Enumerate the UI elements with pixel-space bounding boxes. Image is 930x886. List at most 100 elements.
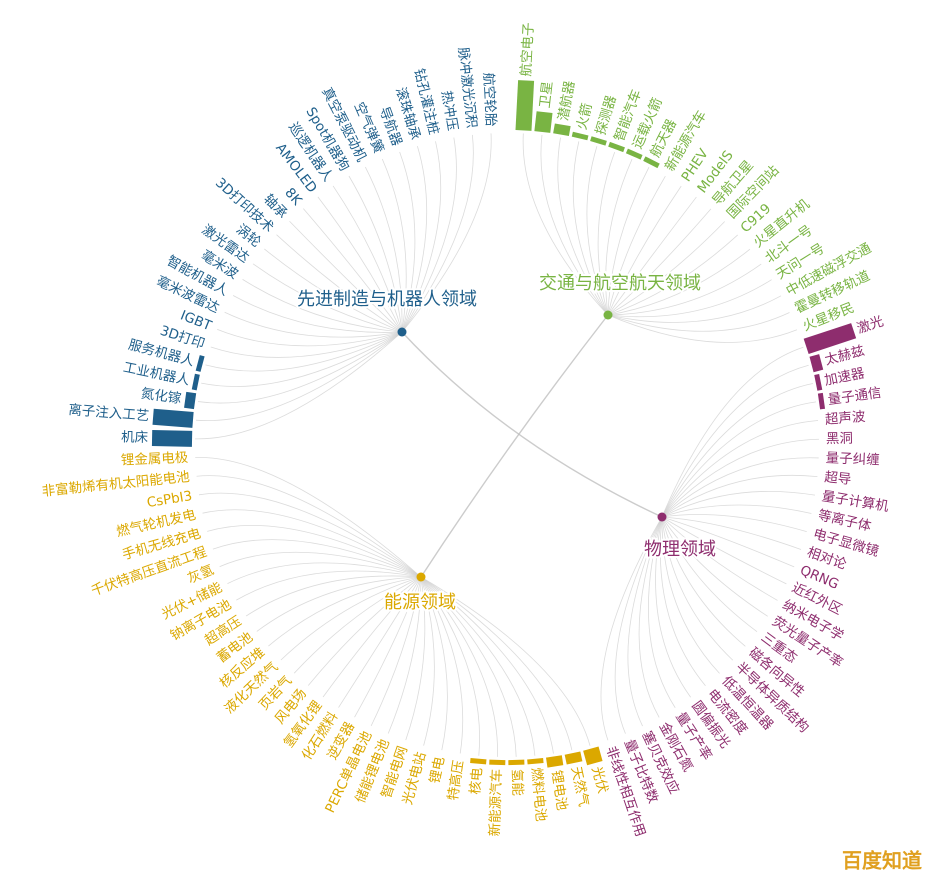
group-link (421, 315, 608, 577)
leaf-label: 量子通信 (827, 385, 883, 408)
edge (608, 197, 696, 315)
edge (318, 197, 402, 332)
bar (193, 469, 195, 485)
bar (820, 412, 821, 428)
watermark: 百度知道 (842, 849, 922, 873)
bar (415, 746, 430, 750)
bar (818, 393, 825, 410)
bar (483, 130, 499, 131)
edge (662, 402, 816, 517)
bar (807, 525, 811, 540)
bar (572, 132, 589, 141)
bar (211, 321, 217, 336)
leaf-label: 核电 (467, 767, 485, 795)
leaf-label: 火箭 (573, 101, 596, 131)
bar (202, 524, 206, 539)
bar (608, 142, 625, 152)
leaf-label: 航空轮胎 (480, 72, 499, 127)
bar (198, 506, 201, 522)
bar (445, 133, 461, 136)
group-label: 先进制造与机器人领域 (297, 289, 477, 310)
bar (397, 740, 412, 745)
group-node (398, 328, 407, 337)
leaf-label: 新能源汽车 (486, 769, 505, 837)
bar (470, 758, 486, 764)
edge (205, 332, 402, 371)
group-node (417, 573, 426, 582)
bar (196, 355, 205, 372)
bar (546, 755, 563, 767)
bar (515, 80, 534, 131)
leaf-label: 特高压 (444, 759, 467, 802)
edge (195, 457, 421, 577)
links (195, 133, 819, 756)
group-node (658, 513, 667, 522)
bar (820, 469, 822, 485)
edge (290, 221, 402, 332)
bar (452, 755, 468, 757)
leaf-label: 加速器 (823, 365, 866, 389)
bar (821, 450, 822, 466)
edge (199, 493, 421, 577)
bar (814, 374, 822, 391)
leaf-label: 氮化镓 (140, 386, 183, 408)
bar (391, 146, 406, 152)
bar (583, 747, 602, 766)
leaf-label: 热冲压 (438, 89, 461, 132)
leaf-label: 机床 (121, 429, 149, 446)
bar (590, 136, 607, 145)
edge (608, 186, 681, 315)
leaf-label: 黑洞 (826, 431, 853, 447)
bar (409, 141, 424, 146)
leaf-label: 锂电 (427, 755, 448, 785)
bar (195, 487, 198, 503)
bar (527, 758, 543, 764)
bar (192, 450, 193, 466)
leaf-label: 氢能 (509, 769, 526, 796)
bar (534, 111, 552, 133)
leaf-label: 激光 (855, 313, 886, 337)
leaf-label: 超导 (824, 469, 852, 488)
bar (184, 392, 196, 409)
bar (813, 506, 817, 522)
group-label: 能源领域 (384, 592, 456, 613)
bar (205, 338, 210, 353)
edge (201, 332, 402, 386)
group-link (402, 332, 662, 517)
leaf-label: 潜航器 (556, 79, 579, 122)
group-label: 交通与航空航天领域 (539, 273, 701, 294)
group-node (604, 311, 613, 320)
leaf-label: 卫星 (537, 80, 556, 109)
group-label: 物理领域 (644, 539, 716, 560)
edge (662, 517, 757, 632)
leaf-label: 燃料电池 (528, 767, 550, 822)
leaf-label: 锂金属电极 (120, 450, 189, 469)
leaf-label: 锂电池 (548, 769, 570, 811)
bar (433, 751, 449, 754)
edge (608, 315, 797, 342)
edge (662, 383, 813, 517)
bar (152, 430, 192, 447)
leaf-label: 离子注入工艺 (68, 401, 150, 424)
bar (380, 733, 395, 739)
bar (565, 751, 583, 764)
leaf-label: 量子纠缠 (825, 449, 880, 468)
bar (207, 543, 212, 558)
leaf-label: 航空电子 (518, 22, 537, 77)
edge (608, 313, 789, 332)
bar (152, 409, 193, 428)
bar (427, 137, 443, 141)
edge (217, 329, 402, 345)
bar (553, 123, 570, 136)
bar (464, 131, 480, 133)
edge (608, 222, 725, 315)
bar (817, 488, 820, 504)
edge (608, 176, 665, 315)
bar (508, 760, 524, 765)
bar (489, 760, 505, 765)
bar (809, 354, 823, 372)
leaf-label: 光伏 (588, 765, 611, 796)
bar (192, 374, 200, 391)
leaf-label: 超声波 (824, 409, 866, 428)
